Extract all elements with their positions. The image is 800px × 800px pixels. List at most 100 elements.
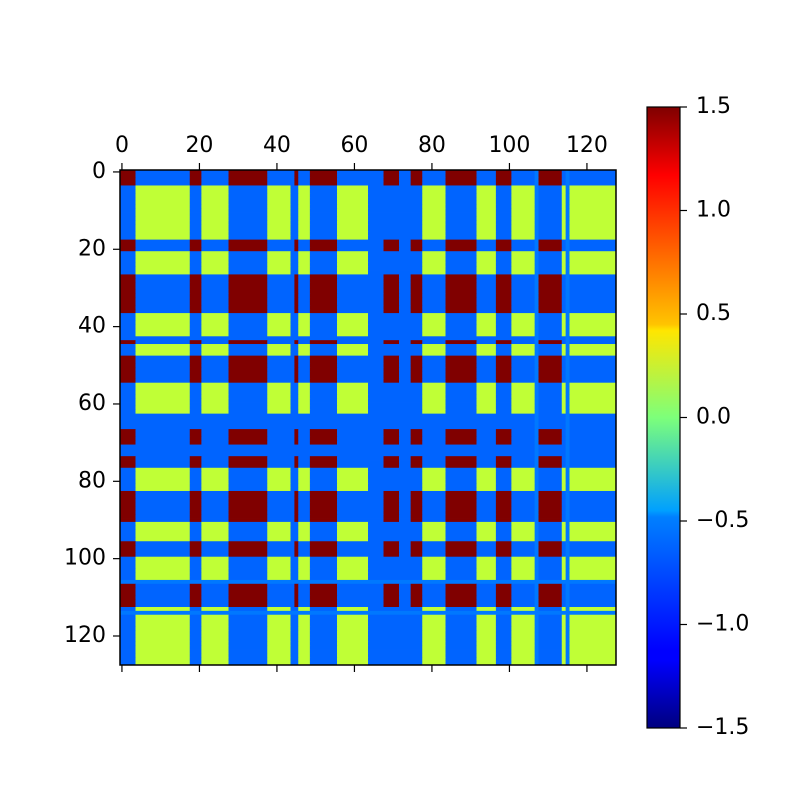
heatmap-cell-run (476, 576, 497, 581)
heatmap-cell-run (135, 502, 191, 507)
heatmap-cell-run (135, 405, 191, 411)
heatmap-cell-run (337, 212, 369, 217)
heatmap-cell-run (476, 386, 497, 391)
heatmap-cell-run (135, 626, 191, 631)
heatmap-cell-run (445, 398, 477, 403)
heatmap-cell-run (511, 224, 536, 229)
heatmap-cell-run (228, 305, 268, 310)
heatmap-cell-run (298, 170, 311, 175)
heatmap-cell-run (495, 378, 512, 384)
heatmap-cell-run (422, 494, 446, 500)
heatmap-cell-run (228, 634, 268, 639)
heatmap-cell-run (120, 564, 136, 569)
heatmap-cell-run (120, 587, 136, 592)
heatmap-cell-run (476, 204, 497, 210)
heatmap-cell-run (120, 320, 136, 326)
heatmap-cell-run (410, 498, 423, 503)
heatmap-cell-run (228, 622, 268, 627)
heatmap-cell-run (298, 228, 311, 233)
heatmap-cell-run (495, 278, 512, 283)
heatmap-cell-run (422, 502, 446, 507)
heatmap-cell-run (120, 537, 136, 542)
heatmap-cell-run (135, 487, 191, 492)
heatmap-cell-run (565, 398, 570, 403)
heatmap-cell-run (495, 548, 512, 554)
heatmap-cell-run (189, 653, 202, 658)
heatmap-cell-run (569, 355, 617, 360)
heatmap-cell-run (228, 483, 268, 488)
heatmap-cell-run (538, 286, 563, 291)
heatmap-cell-run (267, 510, 295, 515)
heatmap-cell-run (422, 475, 446, 480)
heatmap-cell-run (267, 475, 291, 480)
heatmap-cell-run (511, 467, 536, 473)
heatmap-cell-run (569, 367, 617, 372)
heatmap-cell-run (565, 537, 570, 542)
heatmap-cell-run (569, 429, 617, 434)
heatmap-cell-run (534, 603, 539, 608)
heatmap-cell-run (511, 576, 536, 581)
heatmap-cell-run (120, 579, 617, 585)
heatmap-cell-run (561, 340, 567, 345)
heatmap-cell-run (383, 502, 400, 507)
heatmap-cell-run (135, 220, 191, 225)
heatmap-cell-run (561, 398, 567, 403)
heatmap-cell-run (445, 363, 477, 368)
heatmap-cell-run (298, 382, 311, 387)
heatmap-cell-run (495, 545, 512, 550)
heatmap-cell-run (422, 200, 446, 206)
heatmap-cell-run (201, 386, 229, 391)
heatmap-cell-run (511, 177, 536, 182)
heatmap-cell-run (201, 332, 229, 337)
heatmap-cell-run (135, 200, 191, 206)
heatmap-cell-run (201, 278, 229, 283)
heatmap-cell-run (201, 274, 229, 279)
heatmap-cell-run (298, 429, 311, 434)
heatmap-cell-run (337, 262, 369, 268)
heatmap-cell-run (476, 374, 497, 380)
heatmap-cell-run (565, 181, 570, 186)
heatmap-cell-run (565, 637, 570, 643)
heatmap-cell-run (298, 374, 311, 380)
heatmap-cell-run (399, 247, 412, 252)
heatmap-cell-run (538, 425, 567, 430)
heatmap-cell-run (201, 661, 229, 666)
heatmap-cell-run (534, 231, 539, 237)
heatmap-cell-run (368, 382, 423, 387)
heatmap-cell-run (476, 301, 497, 306)
heatmap-cell-run (120, 417, 536, 422)
heatmap-cell-run (135, 374, 191, 380)
heatmap-cell-run (383, 552, 400, 558)
heatmap-cell-run (561, 185, 567, 190)
heatmap-cell-run (298, 618, 311, 623)
heatmap-cell-run (120, 452, 536, 457)
heatmap-cell-run (201, 471, 229, 476)
heatmap-cell-run (309, 170, 338, 175)
heatmap-cell-run (120, 610, 617, 616)
heatmap-cell-run (120, 518, 136, 523)
heatmap-cell-run (135, 564, 191, 569)
heatmap-cell-run (561, 548, 567, 554)
heatmap-cell-run (569, 274, 617, 279)
heatmap-cell-run (228, 208, 268, 213)
heatmap-cell-run (228, 247, 268, 252)
heatmap-cell-run (399, 363, 412, 368)
heatmap-cell-run (298, 657, 311, 662)
heatmap-cell-run (445, 200, 477, 206)
heatmap-cell-run (445, 510, 477, 515)
heatmap-cell-run (538, 432, 563, 438)
heatmap-cell-run (534, 212, 539, 217)
heatmap-cell-run (495, 355, 512, 360)
heatmap-cell-run (337, 402, 369, 407)
heatmap-cell-run (298, 177, 311, 182)
heatmap-cell-run (422, 173, 446, 179)
heatmap-cell-run (228, 243, 268, 248)
heatmap-cell-run (309, 347, 338, 353)
heatmap-cell-run (569, 548, 617, 554)
heatmap-cell-run (267, 371, 295, 376)
heatmap-cell-run (309, 371, 338, 376)
heatmap-cell-run (189, 251, 202, 256)
heatmap-cell-run (538, 653, 563, 658)
heatmap-cell-run (422, 382, 446, 387)
heatmap-cell-run (476, 243, 497, 248)
